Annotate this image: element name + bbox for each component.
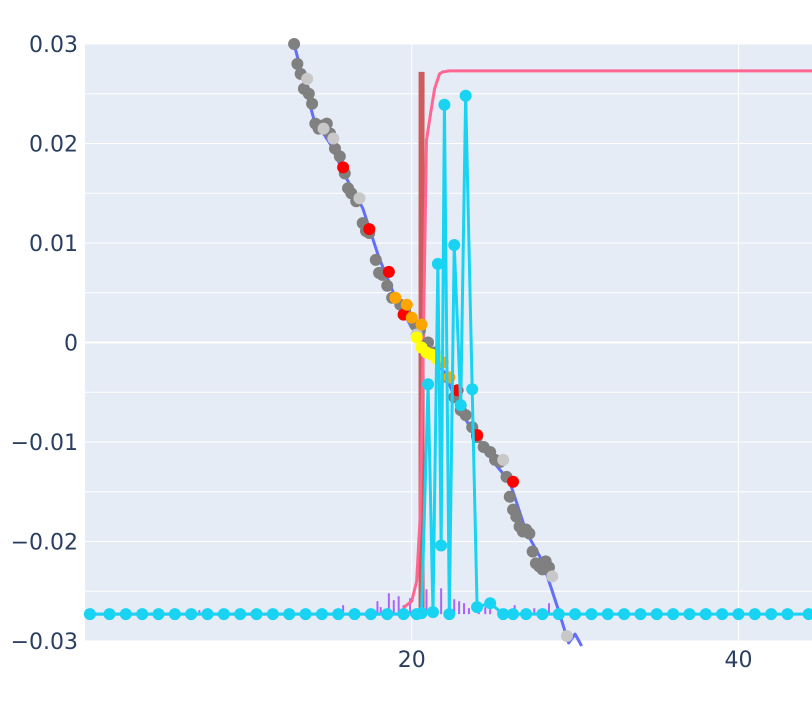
point — [497, 453, 510, 466]
point — [317, 122, 330, 135]
point — [748, 608, 761, 621]
point — [510, 510, 523, 523]
point — [353, 192, 366, 205]
point — [503, 490, 516, 503]
point — [400, 298, 413, 311]
point — [185, 608, 198, 621]
point — [507, 608, 520, 621]
point — [382, 265, 395, 278]
y-tick-label: 0.02 — [29, 133, 78, 158]
point — [288, 38, 301, 50]
point — [448, 238, 461, 251]
point — [546, 570, 559, 583]
point — [650, 608, 663, 621]
point — [410, 331, 423, 344]
point — [634, 608, 647, 621]
point — [523, 527, 536, 540]
point — [381, 608, 394, 621]
point — [454, 399, 467, 412]
point — [83, 608, 96, 621]
y-tick-label: 0.01 — [29, 232, 78, 257]
point — [484, 597, 497, 610]
point — [291, 57, 304, 70]
point — [299, 608, 312, 621]
y-tick-label: −0.01 — [11, 431, 78, 456]
point — [405, 311, 418, 324]
y-tick-label: −0.02 — [11, 531, 78, 556]
point — [732, 608, 745, 621]
y-axis-ticks: 0.03 0.02 0.01 0 −0.01 −0.02 −0.03 — [11, 33, 78, 655]
x-tick-label: 40 — [724, 648, 752, 673]
point — [507, 475, 520, 488]
point — [560, 630, 573, 643]
point — [601, 608, 614, 621]
point — [348, 608, 361, 621]
y-tick-label: −0.03 — [11, 630, 78, 655]
point — [397, 608, 410, 621]
point — [497, 608, 510, 621]
point — [426, 606, 439, 619]
point — [471, 601, 484, 614]
point — [103, 608, 116, 621]
point — [466, 383, 479, 396]
point — [369, 253, 382, 266]
point — [327, 132, 340, 145]
point — [136, 608, 149, 621]
point — [552, 608, 565, 621]
x-tick-label: 20 — [398, 648, 426, 673]
point — [201, 608, 214, 621]
point — [765, 608, 778, 621]
point — [415, 318, 428, 331]
point — [683, 608, 696, 621]
point — [168, 608, 181, 621]
point — [716, 608, 729, 621]
point — [422, 378, 435, 391]
point — [217, 608, 230, 621]
point — [536, 608, 549, 621]
point — [585, 608, 598, 621]
point — [152, 608, 165, 621]
point — [520, 608, 533, 621]
point — [618, 608, 631, 621]
point — [363, 223, 376, 236]
point — [333, 150, 346, 163]
point — [699, 608, 712, 621]
y-tick-label: 0 — [64, 332, 78, 357]
point — [266, 608, 279, 621]
point — [459, 89, 472, 102]
point — [119, 608, 132, 621]
point — [802, 608, 812, 621]
grid-lines — [85, 43, 812, 642]
point — [526, 545, 539, 558]
point — [337, 161, 350, 174]
point — [781, 608, 794, 621]
marker-series — [83, 38, 812, 643]
point — [234, 608, 247, 621]
point — [332, 608, 345, 621]
point — [306, 97, 319, 110]
point — [283, 608, 296, 621]
point — [569, 608, 582, 621]
point — [381, 279, 394, 292]
point — [302, 87, 315, 100]
point — [415, 607, 428, 620]
point — [364, 608, 377, 621]
point — [435, 539, 448, 552]
series-line — [85, 69, 812, 616]
point — [438, 98, 451, 111]
y-tick-label: 0.03 — [29, 33, 78, 58]
point — [389, 291, 402, 304]
point — [315, 608, 328, 621]
point — [431, 257, 444, 270]
point — [459, 409, 472, 422]
point — [301, 72, 314, 85]
x-axis-ticks: 20 40 — [398, 648, 753, 673]
point — [667, 608, 680, 621]
point — [443, 608, 456, 621]
point — [250, 608, 263, 621]
